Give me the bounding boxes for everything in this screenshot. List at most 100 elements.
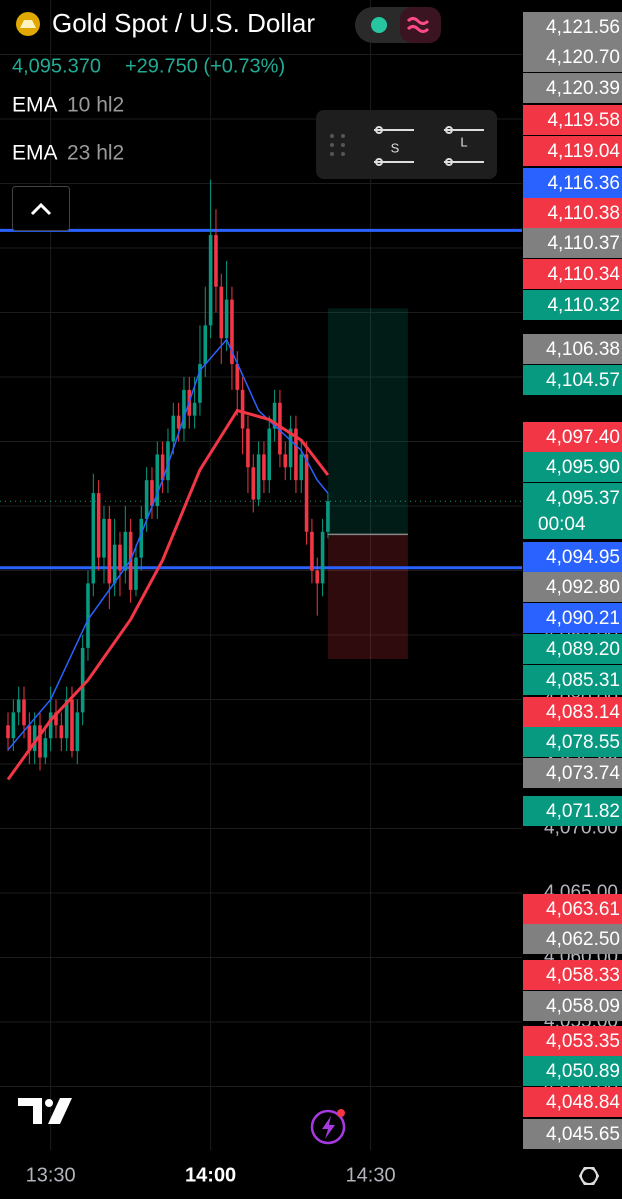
candle-body (86, 583, 90, 648)
price-tag-label: 4,120.70 (546, 47, 620, 68)
price-tag (523, 259, 622, 289)
price-tag (523, 168, 622, 198)
candle-body (155, 454, 160, 506)
price-tag (523, 483, 622, 539)
candle-body (278, 402, 282, 455)
price-tag-label: 4,094.95 (546, 547, 620, 568)
candle-body (118, 544, 122, 571)
price-tag (523, 1026, 622, 1056)
x-tick-label: 14:30 (346, 1164, 396, 1186)
candle-body (91, 493, 96, 584)
x-tick-label: 14:00 (185, 1164, 236, 1186)
symbol-icon-bars (20, 20, 36, 28)
candle-body (160, 454, 165, 481)
ema-line (7, 338, 329, 751)
candle-body (59, 725, 64, 739)
header-overlay: Gold Spot / U.S. Dollar 4,095.370 +29.75… (12, 7, 600, 1186)
price-tag-label: 4,095.37 (546, 488, 620, 509)
price-tag-label: 4,104.57 (546, 370, 620, 391)
market-status-dot (371, 17, 387, 33)
short-position-tool[interactable] (374, 126, 414, 166)
candle-body (32, 725, 37, 752)
candle-body (11, 712, 16, 739)
price-tag-label: 4,092.80 (546, 577, 620, 598)
price-tag (523, 105, 622, 135)
symbol-title[interactable]: Gold Spot / U.S. Dollar (52, 8, 315, 38)
candle-body (176, 415, 181, 429)
candle-body (315, 570, 320, 584)
candle-body (134, 557, 138, 590)
toolbar-grip (330, 134, 345, 156)
candle-body (43, 738, 48, 758)
price-tag-label: 4,120.39 (546, 78, 620, 99)
candle-body (80, 647, 85, 713)
candle-body (214, 235, 218, 287)
collapse-icon (30, 202, 52, 216)
candle-body (283, 454, 288, 468)
price-tag-label: 4,058.33 (546, 965, 620, 986)
long-tool-label: L (460, 134, 467, 149)
data-status-icon (406, 17, 430, 33)
price-tag (523, 228, 622, 258)
candle-body (235, 364, 240, 390)
candle-body (208, 235, 213, 326)
price-tag (523, 991, 622, 1021)
candle-body (70, 699, 74, 752)
candle-body (75, 712, 80, 752)
candle-body (102, 518, 106, 558)
candle-body (123, 531, 128, 571)
price-tag-label: 4,048.84 (546, 1092, 620, 1113)
long-position-tool[interactable] (444, 126, 484, 166)
legend-inputs: 23 hl2 (67, 142, 124, 165)
candle-body (96, 493, 101, 558)
price-tag (523, 1119, 622, 1149)
price-tag (523, 136, 622, 166)
collapse-button[interactable] (12, 186, 70, 231)
price-tag-label: 4,116.36 (547, 173, 620, 194)
candle-body (256, 454, 261, 500)
tradingview-logo[interactable] (18, 1098, 72, 1124)
candle-body (262, 454, 266, 481)
alerts-button[interactable] (310, 1109, 346, 1145)
price-tag-label: 4,090.21 (546, 608, 620, 629)
price-tag-label: 4,110.38 (547, 203, 620, 224)
price-tag (523, 796, 622, 826)
candle-body (299, 454, 304, 481)
price-tag-label: 4,073.74 (546, 763, 620, 784)
candle-body (150, 480, 154, 506)
price-tag (523, 572, 622, 602)
price-tag (523, 365, 622, 395)
price-tag-label: 4,097.40 (546, 427, 620, 448)
price-tag-label: 4,050.89 (546, 1061, 620, 1082)
price-tag-label: 4,110.32 (547, 295, 620, 316)
candle-body (144, 480, 149, 519)
price-tag (523, 198, 622, 228)
candle-body (112, 544, 117, 584)
price-tag (523, 1056, 622, 1086)
candle-body (251, 467, 256, 500)
last-price: 4,095.370 (12, 55, 101, 77)
price-tag-label: 4,095.90 (546, 457, 620, 478)
candle-body (182, 389, 186, 429)
price-tag-label: 4,119.58 (547, 110, 620, 131)
price-tag (523, 1087, 622, 1117)
candle-body (107, 518, 112, 584)
data-status (400, 7, 441, 43)
candle-body (203, 325, 208, 365)
candle-body (267, 428, 272, 481)
candle-body (38, 725, 42, 758)
price-tag-label: 4,110.34 (547, 264, 620, 285)
candle-body (320, 531, 325, 584)
candle-body (288, 428, 293, 468)
price-tag-label: 4,106.38 (546, 339, 620, 360)
price-tag-label: 4,062.50 (546, 929, 620, 950)
price-tag (523, 924, 622, 954)
candle-body (304, 454, 309, 532)
candle-body (64, 699, 69, 739)
price-tag-label: 4,071.82 (546, 801, 620, 822)
price-tag (523, 12, 622, 42)
price-tag-label: 4,119.04 (547, 141, 620, 162)
alerts-icon (322, 1116, 335, 1139)
candle-body (16, 699, 21, 713)
price-tag (523, 334, 622, 364)
